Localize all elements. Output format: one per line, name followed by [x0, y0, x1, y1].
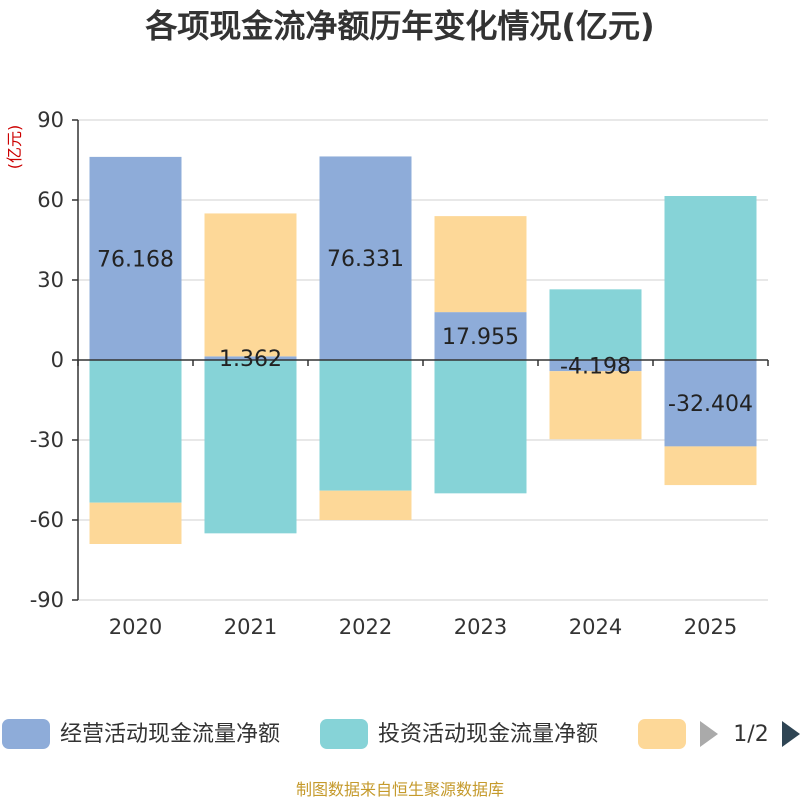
- legend-swatch-operating[interactable]: [2, 719, 50, 749]
- x-tick-label: 2022: [339, 615, 392, 639]
- axes: [72, 119, 769, 601]
- bar-investing-2020[interactable]: [89, 360, 182, 503]
- source-note: 制图数据来自恒生聚源数据库: [296, 780, 504, 799]
- legend-prev-page-icon[interactable]: [700, 721, 718, 747]
- y-tick-label: 90: [37, 108, 64, 132]
- data-label-2023: 17.955: [442, 325, 519, 350]
- bar-financing-2024[interactable]: [549, 371, 642, 440]
- legend-swatch-financing[interactable]: [638, 719, 686, 749]
- bar-investing-2022[interactable]: [319, 360, 412, 491]
- chart-title: 各项现金流净额历年变化情况(亿元): [145, 7, 654, 45]
- bar-operating-2024[interactable]: [549, 360, 642, 372]
- y-tick-label: 60: [37, 188, 64, 212]
- bars[interactable]: [89, 156, 757, 544]
- data-label-2025: -32.404: [668, 392, 753, 417]
- bar-financing-2022[interactable]: [319, 490, 412, 520]
- bar-financing-2025[interactable]: [664, 446, 757, 486]
- bar-investing-2021[interactable]: [204, 360, 297, 534]
- bar-operating-2022[interactable]: [319, 156, 412, 360]
- x-tick-label: 2024: [569, 615, 622, 639]
- data-label-2021: 1.362: [219, 347, 282, 372]
- y-tick-label: 30: [37, 268, 64, 292]
- data-label-2020: 76.168: [97, 247, 174, 272]
- legend-label-investing[interactable]: 投资活动现金流量净额: [378, 722, 598, 747]
- grid-lines: [78, 119, 768, 601]
- data-label-2024: -4.198: [560, 355, 631, 380]
- y-tick-label: 0: [51, 348, 64, 372]
- data-label-2022: 76.331: [327, 247, 404, 272]
- legend-label-operating[interactable]: 经营活动现金流量净额: [60, 722, 280, 747]
- y-axis-unit: (亿元): [5, 125, 24, 170]
- bar-operating-2023[interactable]: [434, 312, 527, 360]
- x-tick-label: 2021: [224, 615, 277, 639]
- bar-operating-2021[interactable]: [204, 356, 297, 360]
- legend[interactable]: 经营活动现金流量净额 投资活动现金流量净额 1/2: [2, 719, 800, 749]
- x-tick-label: 2025: [684, 615, 737, 639]
- bar-financing-2021[interactable]: [204, 213, 297, 357]
- legend-swatch-investing[interactable]: [320, 719, 368, 749]
- data-labels: 76.168 1.362 76.331 17.955 -4.198 -32.404: [97, 247, 753, 417]
- bar-operating-2025[interactable]: [664, 360, 757, 447]
- legend-page-indicator: 1/2: [733, 722, 768, 747]
- bar-investing-2024[interactable]: [549, 289, 642, 360]
- bar-financing-2020[interactable]: [89, 502, 182, 544]
- tick-labels: 90 60 30 0 -30 -60 -90 2020 2021 2022 2023 2024 2025: [30, 108, 738, 639]
- x-tick-label: 2020: [109, 615, 162, 639]
- y-tick-label: -60: [30, 508, 64, 532]
- bar-investing-2023[interactable]: [434, 360, 527, 494]
- y-tick-label: -30: [30, 428, 64, 452]
- x-tick-label: 2023: [454, 615, 507, 639]
- legend-next-page-icon[interactable]: [782, 721, 800, 747]
- y-tick-label: -90: [30, 588, 64, 612]
- bar-investing-2025[interactable]: [664, 196, 757, 360]
- bar-financing-2023[interactable]: [434, 216, 527, 313]
- bar-operating-2020[interactable]: [89, 156, 182, 360]
